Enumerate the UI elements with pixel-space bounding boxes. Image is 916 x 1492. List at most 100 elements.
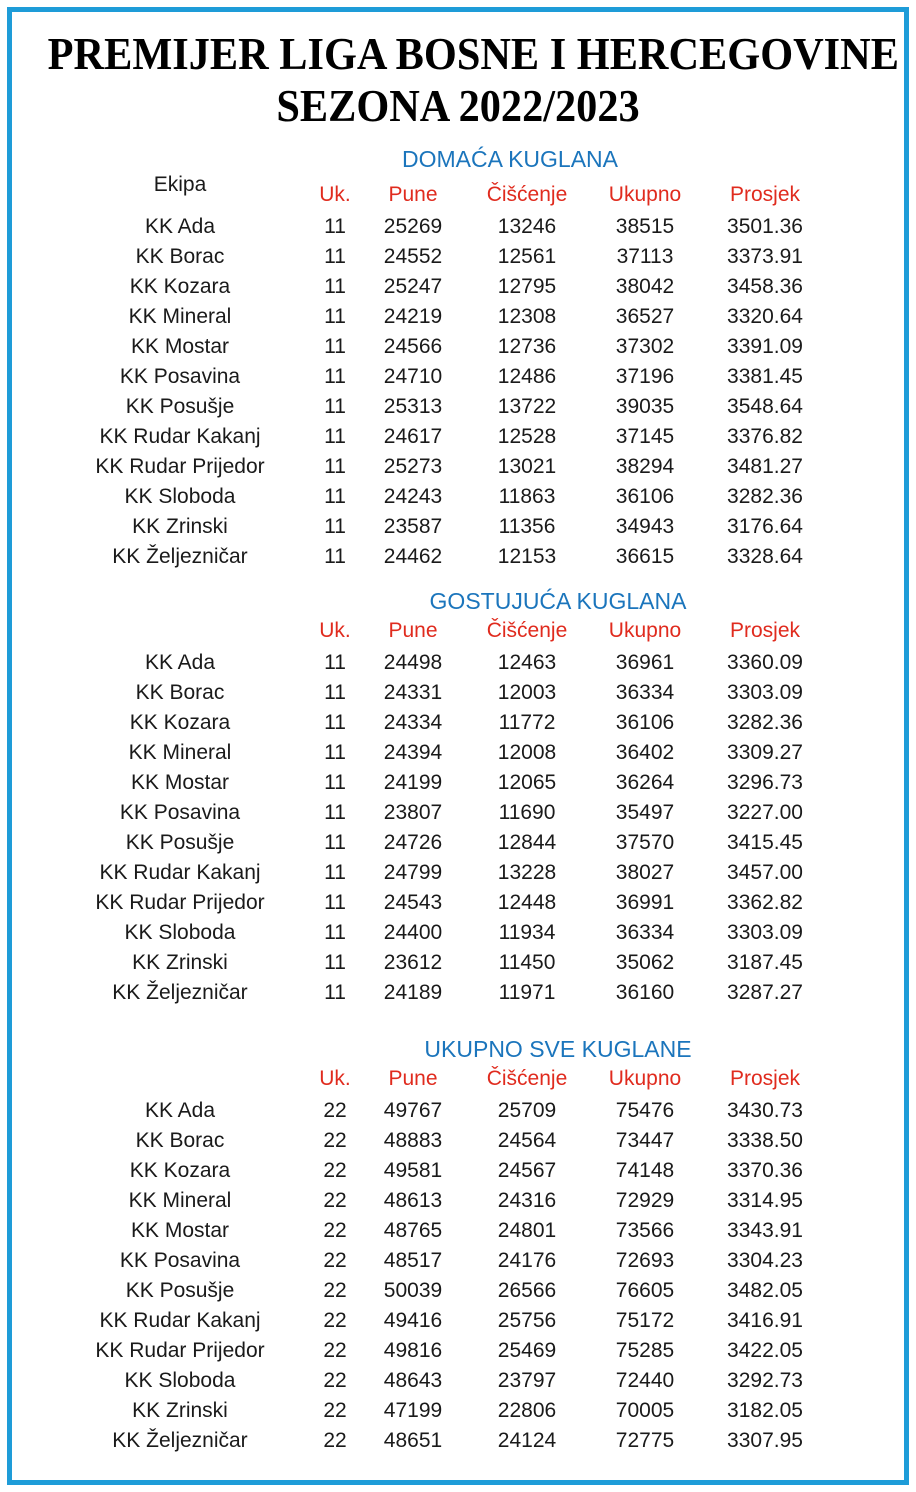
pune-cell: 24243 (383, 485, 443, 508)
ukupno-cell: 75285 (615, 1339, 675, 1362)
column-header-prosjek: Prosjek (729, 183, 801, 206)
pune-cell: 50039 (383, 1279, 443, 1302)
pune-cell: 24219 (383, 305, 443, 328)
ukupno-cell: 72929 (615, 1189, 675, 1212)
pune-cell: 49816 (383, 1339, 443, 1362)
table-row: KK Željezničar 11 24462 12153 36615 3328.64 (47, 542, 904, 572)
ukupno-cell: 36106 (615, 485, 675, 508)
table-row: KK Rudar Prijedor 11 25273 13021 38294 3481.2… (47, 452, 904, 482)
team-cell: KK Mineral (128, 1189, 232, 1212)
prosjek-cell: 3282.36 (727, 485, 803, 508)
table-row: KK Željezničar 11 24189 11971 36160 3287.27 (47, 978, 904, 1008)
uk-cell: 22 (323, 1099, 347, 1122)
table-row: KK Mineral 11 24219 12308 36527 3320.64 (47, 302, 904, 332)
pune-cell: 23587 (383, 515, 443, 538)
uk-cell: 22 (323, 1429, 347, 1452)
team-cell: KK Kozara (129, 275, 231, 298)
pune-cell: 48643 (383, 1369, 443, 1392)
team-cell: KK Sloboda (124, 485, 236, 508)
table-row: KK Posušje 11 24726 12844 37570 3415.45 (47, 828, 904, 858)
prosjek-cell: 3303.09 (727, 681, 803, 704)
ciscenje-cell: 12795 (497, 275, 557, 298)
ciscenje-cell: 13228 (497, 861, 557, 884)
team-cell: KK Mineral (128, 305, 232, 328)
ciscenje-cell: 22806 (497, 1399, 557, 1422)
column-header-prosjek: Prosjek (729, 619, 801, 642)
ukupno-cell: 36961 (615, 651, 675, 674)
table-body-gostujuca: KK Ada 11 24498 12463 36961 3360.09 KK Borac 11… (12, 648, 904, 1008)
uk-cell: 22 (323, 1159, 347, 1182)
pune-cell: 49416 (383, 1309, 443, 1332)
uk-cell: 11 (324, 215, 346, 238)
ukupno-cell: 75172 (615, 1309, 675, 1332)
column-header-ukupno: Ukupno (608, 619, 682, 642)
table-row: KK Ada 11 24498 12463 36961 3360.09 (47, 648, 904, 678)
pune-cell: 24617 (383, 425, 443, 448)
ukupno-cell: 36527 (615, 305, 675, 328)
table-row: KK Željezničar 22 48651 24124 72775 3307.95 (47, 1426, 904, 1456)
prosjek-cell: 3292.73 (727, 1369, 803, 1392)
column-header-ciscenje: Čišćenje (486, 619, 568, 642)
ukupno-cell: 36264 (615, 771, 675, 794)
ukupno-cell: 70005 (615, 1399, 675, 1422)
pune-cell: 24726 (383, 831, 443, 854)
ciscenje-cell: 12528 (497, 425, 557, 448)
pune-cell: 25269 (383, 215, 443, 238)
team-cell: KK Mineral (128, 741, 232, 764)
ciscenje-cell: 13722 (497, 395, 557, 418)
section-header-ukupno-sve-kuglane: UKUPNO SVE KUGLANE (424, 1036, 692, 1062)
pune-cell: 47199 (383, 1399, 443, 1422)
pune-cell: 24498 (383, 651, 443, 674)
ukupno-cell: 36160 (615, 981, 675, 1004)
pune-cell: 24199 (383, 771, 443, 794)
table-row: KK Rudar Kakanj 11 24799 13228 38027 3457.00 (47, 858, 904, 888)
title-line-1: PREMIJER LIGA BOSNE I HERCEGOVINE (47, 28, 899, 79)
ciscenje-cell: 11934 (498, 921, 556, 944)
team-cell: KK Kozara (129, 711, 231, 734)
table-row: KK Mostar 11 24566 12736 37302 3391.09 (47, 332, 904, 362)
table-row: KK Borac 11 24331 12003 36334 3303.09 (47, 678, 904, 708)
uk-cell: 22 (323, 1189, 347, 1212)
ciscenje-cell: 12561 (497, 245, 557, 268)
uk-cell: 22 (323, 1339, 347, 1362)
table-row: KK Borac 11 24552 12561 37113 3373.91 (47, 242, 904, 272)
pune-cell: 24331 (383, 681, 443, 704)
team-cell: KK Borac (135, 245, 225, 268)
table-row: KK Rudar Kakanj 11 24617 12528 37145 3376.82 (47, 422, 904, 452)
ciscenje-cell: 13021 (497, 455, 557, 478)
pune-cell: 24799 (383, 861, 443, 884)
pune-cell: 24552 (383, 245, 443, 268)
uk-cell: 11 (324, 771, 346, 794)
ciscenje-cell: 12844 (497, 831, 557, 854)
table-body-domaca: KK Ada 11 25269 13246 38515 3501.36 KK Borac 11… (12, 212, 904, 572)
ciscenje-cell: 11863 (498, 485, 556, 508)
ukupno-cell: 36402 (615, 741, 675, 764)
section-header-domaca-kuglana: DOMAĆA KUGLANA (402, 146, 618, 172)
team-cell: KK Posušje (125, 1279, 235, 1302)
table-row: KK Kozara 11 24334 11772 36106 3282.36 (47, 708, 904, 738)
pune-cell: 48651 (383, 1429, 443, 1452)
prosjek-cell: 3373.91 (727, 245, 803, 268)
uk-cell: 22 (323, 1129, 347, 1152)
team-cell: KK Posavina (119, 1249, 241, 1272)
ukupno-cell: 72775 (615, 1429, 675, 1452)
pune-cell: 48765 (383, 1219, 443, 1242)
uk-cell: 11 (324, 275, 346, 298)
table-row: KK Mostar 22 48765 24801 73566 3343.91 (47, 1216, 904, 1246)
prosjek-cell: 3307.95 (727, 1429, 803, 1452)
ukupno-cell: 37113 (616, 245, 674, 268)
column-header-row: Uk. Pune Čišćenje Ukupno Prosjek (47, 1062, 904, 1096)
pune-cell: 48613 (383, 1189, 443, 1212)
prosjek-cell: 3320.64 (727, 305, 803, 328)
team-cell: KK Ada (144, 1099, 216, 1122)
pune-cell: 24462 (383, 545, 443, 568)
uk-cell: 11 (324, 741, 346, 764)
team-cell: KK Rudar Prijedor (95, 891, 265, 914)
table-row: KK Mineral 22 48613 24316 72929 3314.95 (47, 1186, 904, 1216)
ciscenje-cell: 12448 (497, 891, 557, 914)
prosjek-cell: 3314.95 (727, 1189, 803, 1212)
uk-cell: 11 (324, 305, 346, 328)
ukupno-cell: 36615 (615, 545, 675, 568)
pune-cell: 25273 (383, 455, 443, 478)
ukupno-cell: 72693 (615, 1249, 675, 1272)
